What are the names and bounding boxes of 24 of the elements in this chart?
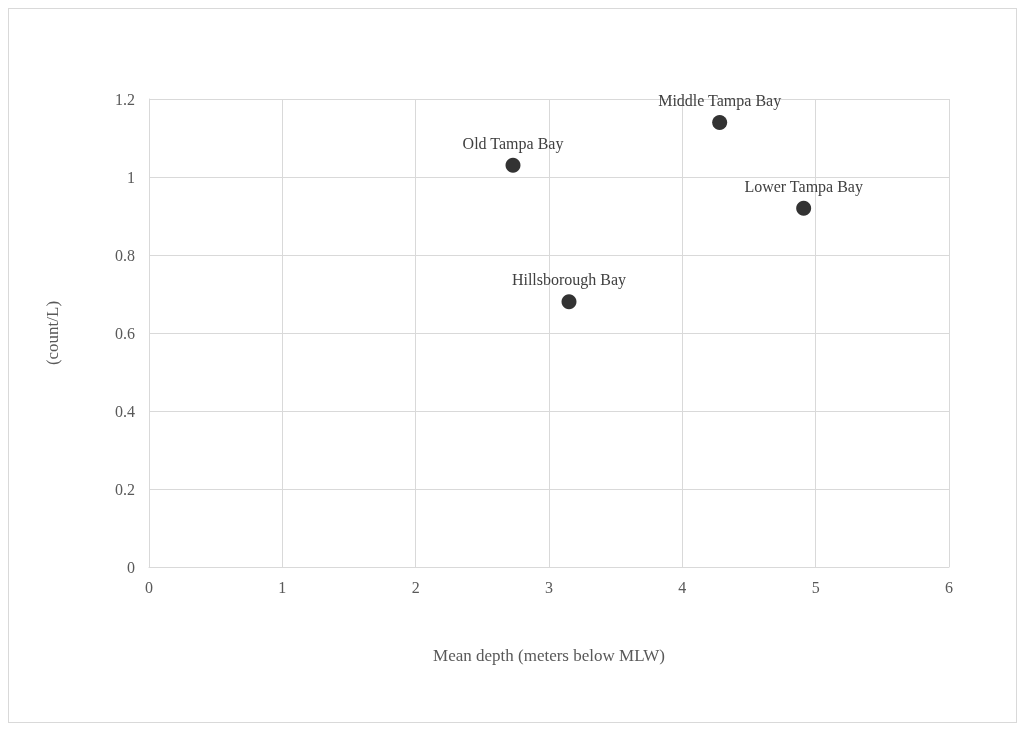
x-tick-label: 0 (145, 578, 153, 596)
x-tick-label: 1 (278, 578, 287, 596)
x-tick-label: 6 (945, 578, 953, 596)
x-tick-label: 2 (411, 578, 420, 596)
annotation: Middle Tampa Bay (658, 91, 782, 110)
y-axis-title: (count/L) (43, 300, 62, 366)
x-tick-label: 3 (545, 578, 553, 596)
annotation: Lower Tampa Bay (744, 177, 863, 196)
point (796, 200, 812, 216)
y-tick-label: 1.2 (115, 90, 135, 108)
x-tick-label: 4 (678, 578, 687, 596)
y-tick-label: 0.6 (115, 324, 135, 342)
annotation: Hillsborough Bay (511, 271, 627, 290)
y-tick-label: 0 (127, 558, 135, 576)
y-tick-label: 1 (127, 168, 135, 186)
y-tick-label: 0.2 (115, 480, 135, 498)
point (505, 157, 521, 173)
point (561, 294, 577, 310)
annotation: Old Tampa Bay (462, 134, 564, 153)
y-tick-label: 0.4 (115, 402, 135, 420)
point (712, 114, 728, 130)
y-tick-label: 0.8 (115, 246, 135, 264)
x-tick-label: 5 (811, 578, 820, 596)
x-axis-title: Mean depth (meters below MLW) (433, 646, 665, 665)
